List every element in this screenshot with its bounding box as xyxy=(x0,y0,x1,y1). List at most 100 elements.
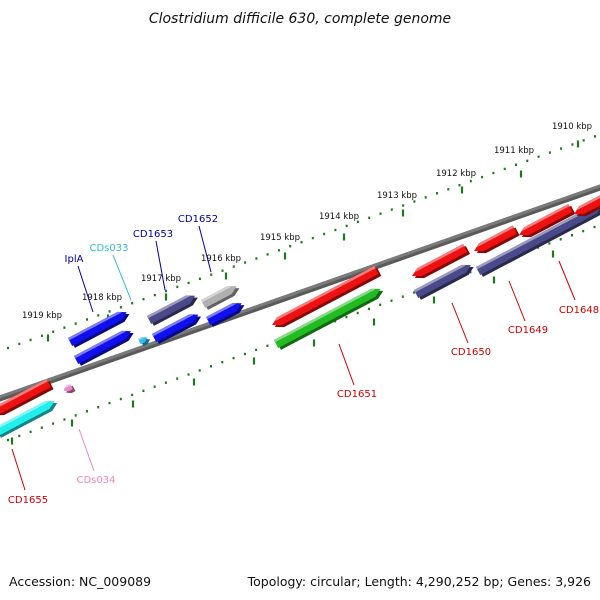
tick-label: 1917 kbp xyxy=(141,274,181,284)
minor-tick xyxy=(469,179,472,183)
gene-arrow-red-long xyxy=(272,265,382,328)
gene-arrow-cd1653 xyxy=(147,295,198,326)
tick-label: 1911 kbp xyxy=(494,146,534,156)
minor-tick xyxy=(559,238,562,241)
minor-tick xyxy=(571,234,573,237)
gene-arrow-cd1648 xyxy=(519,203,576,238)
minor-tick xyxy=(413,291,416,294)
arrow-body xyxy=(272,265,379,326)
minor-tick xyxy=(390,299,393,302)
minor-tick xyxy=(40,426,43,429)
gene-arrow-gray xyxy=(201,286,240,310)
minor-tick xyxy=(97,314,100,317)
tick-label: 1912 kbp xyxy=(436,169,476,179)
arrow-highlight xyxy=(152,314,194,337)
arrow-highlight xyxy=(274,288,376,343)
minor-tick xyxy=(356,220,359,223)
gene-arrow-cd1652 xyxy=(206,303,245,327)
gene-labels: 1910 kbp 1911 kbp 1912 kbp 1913 kbp 1914 kbp… xyxy=(8,122,599,506)
minor-tick xyxy=(74,414,77,417)
arrow-body xyxy=(68,311,127,346)
minor-tick xyxy=(571,143,574,146)
arrow-highlight xyxy=(0,379,48,410)
gene-arrow-ipla-b xyxy=(74,330,134,366)
gene-arrow-cd1651 xyxy=(274,288,384,350)
minor-tick xyxy=(436,192,438,195)
backbone-highlight xyxy=(0,184,600,399)
minor-tick xyxy=(548,151,551,154)
minor-tick xyxy=(481,175,484,179)
minor-tick xyxy=(131,393,134,397)
genome-summary-text: Topology: circular; Length: 4,290,252 bp… xyxy=(247,574,591,589)
minor-tick xyxy=(334,228,337,232)
arrow-highlight xyxy=(68,311,122,341)
tick-label: 1914 kbp xyxy=(319,212,359,222)
label-leader-line xyxy=(78,428,95,472)
minor-tick xyxy=(210,273,213,276)
minor-tick xyxy=(582,229,585,233)
minor-tick xyxy=(266,253,269,256)
tick-label: 1919 kbp xyxy=(22,311,62,321)
minor-tick xyxy=(18,342,21,346)
arrow-body xyxy=(201,286,237,308)
arrow-body xyxy=(474,225,517,252)
gene-arrow-cyan xyxy=(0,400,58,438)
arrow-body xyxy=(63,383,73,392)
minor-tick xyxy=(52,330,55,333)
arrow-highlight xyxy=(476,205,598,270)
arrow-body xyxy=(412,244,468,277)
minor-tick xyxy=(232,356,235,360)
minor-tick xyxy=(345,224,348,228)
label-leader-line xyxy=(77,265,94,313)
arrow-body xyxy=(152,314,199,342)
minor-tick xyxy=(537,155,540,158)
gene-arrow-red-1650 xyxy=(412,244,470,279)
gene-label-cd1651: CD1651 xyxy=(337,389,377,400)
minor-tick xyxy=(560,147,563,150)
gene-arrow-cd1649 xyxy=(474,225,520,254)
minor-tick xyxy=(221,269,224,272)
minor-tick xyxy=(164,381,167,384)
minor-tick xyxy=(401,295,404,298)
minor-tick xyxy=(277,249,280,252)
label-leader-line xyxy=(451,302,469,344)
minor-tick xyxy=(367,307,370,311)
minor-tick xyxy=(198,369,201,372)
label-leader-line xyxy=(508,280,526,322)
tick-label: 1918 kbp xyxy=(82,293,122,303)
minor-tick xyxy=(515,163,517,166)
minor-tick xyxy=(29,338,32,342)
arrow-body xyxy=(74,330,131,364)
minor-tick xyxy=(548,242,551,245)
minor-tick xyxy=(458,184,461,187)
gene-arrow-red-edge xyxy=(574,191,600,217)
arrow-body xyxy=(274,288,381,348)
minor-tick xyxy=(311,236,314,240)
arrow-highlight xyxy=(64,383,71,389)
minor-tick xyxy=(469,270,472,274)
minor-tick xyxy=(18,434,21,438)
gene-label-cd1652: CD1652 xyxy=(178,214,218,225)
gene-label-cds033: CDs033 xyxy=(90,243,129,254)
minor-tick xyxy=(300,241,303,244)
arrow-highlight xyxy=(415,244,465,273)
arrow-highlight xyxy=(0,400,50,431)
tick-label: 1913 kbp xyxy=(377,191,417,201)
minor-tick xyxy=(29,430,32,433)
label-leader-line xyxy=(338,343,355,386)
tick-label: 1916 kbp xyxy=(201,254,241,264)
minor-tick xyxy=(7,346,9,350)
tick-label: 1910 kbp xyxy=(552,122,592,132)
minor-tick xyxy=(492,171,495,175)
accession-text: Accession: NC_009089 xyxy=(9,574,151,589)
arrow-body xyxy=(519,203,573,236)
minor-tick xyxy=(368,216,371,219)
minor-tick xyxy=(413,200,416,203)
minor-tick xyxy=(210,365,212,368)
minor-tick xyxy=(244,261,247,264)
arrow-body xyxy=(0,379,51,414)
arrow-body xyxy=(147,295,196,324)
minor-tick xyxy=(221,361,224,364)
minor-tick xyxy=(86,318,88,321)
